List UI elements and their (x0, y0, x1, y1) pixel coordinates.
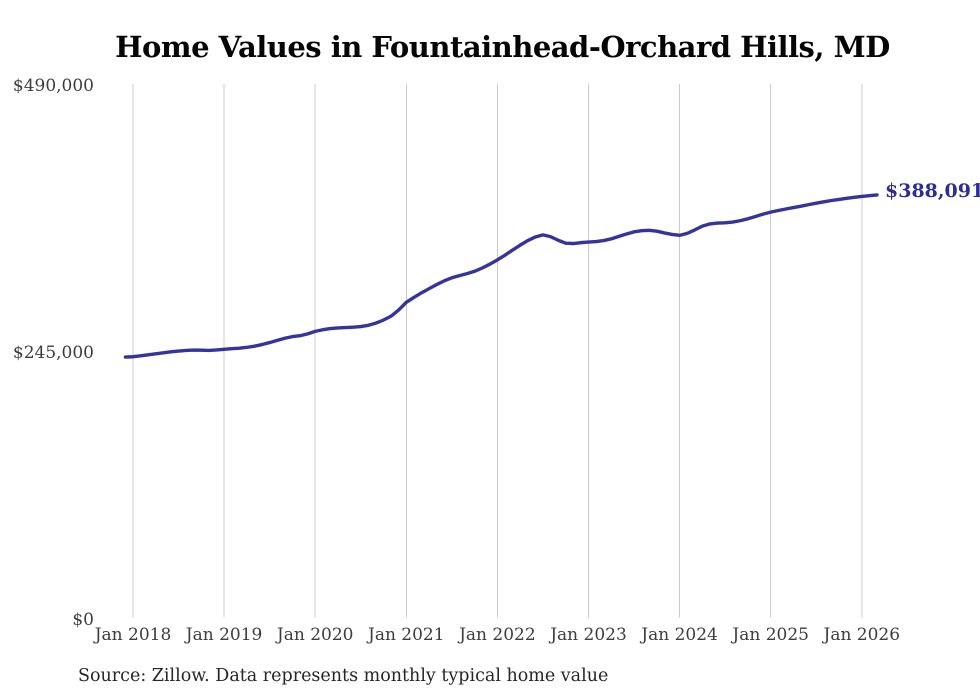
x-tick-label: Jan 2022 (459, 625, 536, 645)
x-tick-label: Jan 2025 (732, 625, 809, 645)
x-tick-label: Jan 2020 (276, 625, 354, 645)
gridlines (132, 84, 863, 618)
y-tick-label: $0 (72, 609, 94, 630)
x-tick-label: Jan 2026 (823, 625, 901, 645)
y-tick-label: $245,000 (12, 342, 94, 363)
latest-value-label: $388,091 (885, 180, 980, 202)
x-tick-label: Jan 2023 (550, 625, 627, 645)
x-tick-label: Jan 2021 (368, 625, 445, 645)
y-tick-label: $490,000 (12, 76, 94, 96)
x-tick-label: Jan 2019 (185, 625, 263, 645)
x-tick-label: Jan 2024 (641, 625, 718, 645)
home-value-line (123, 193, 879, 359)
chart-title: Home Values in Fountainhead-Orchard Hill… (115, 30, 890, 64)
x-tick-label: Jan 2018 (94, 625, 172, 645)
source-note: Source: Zillow. Data represents monthly … (78, 666, 609, 686)
